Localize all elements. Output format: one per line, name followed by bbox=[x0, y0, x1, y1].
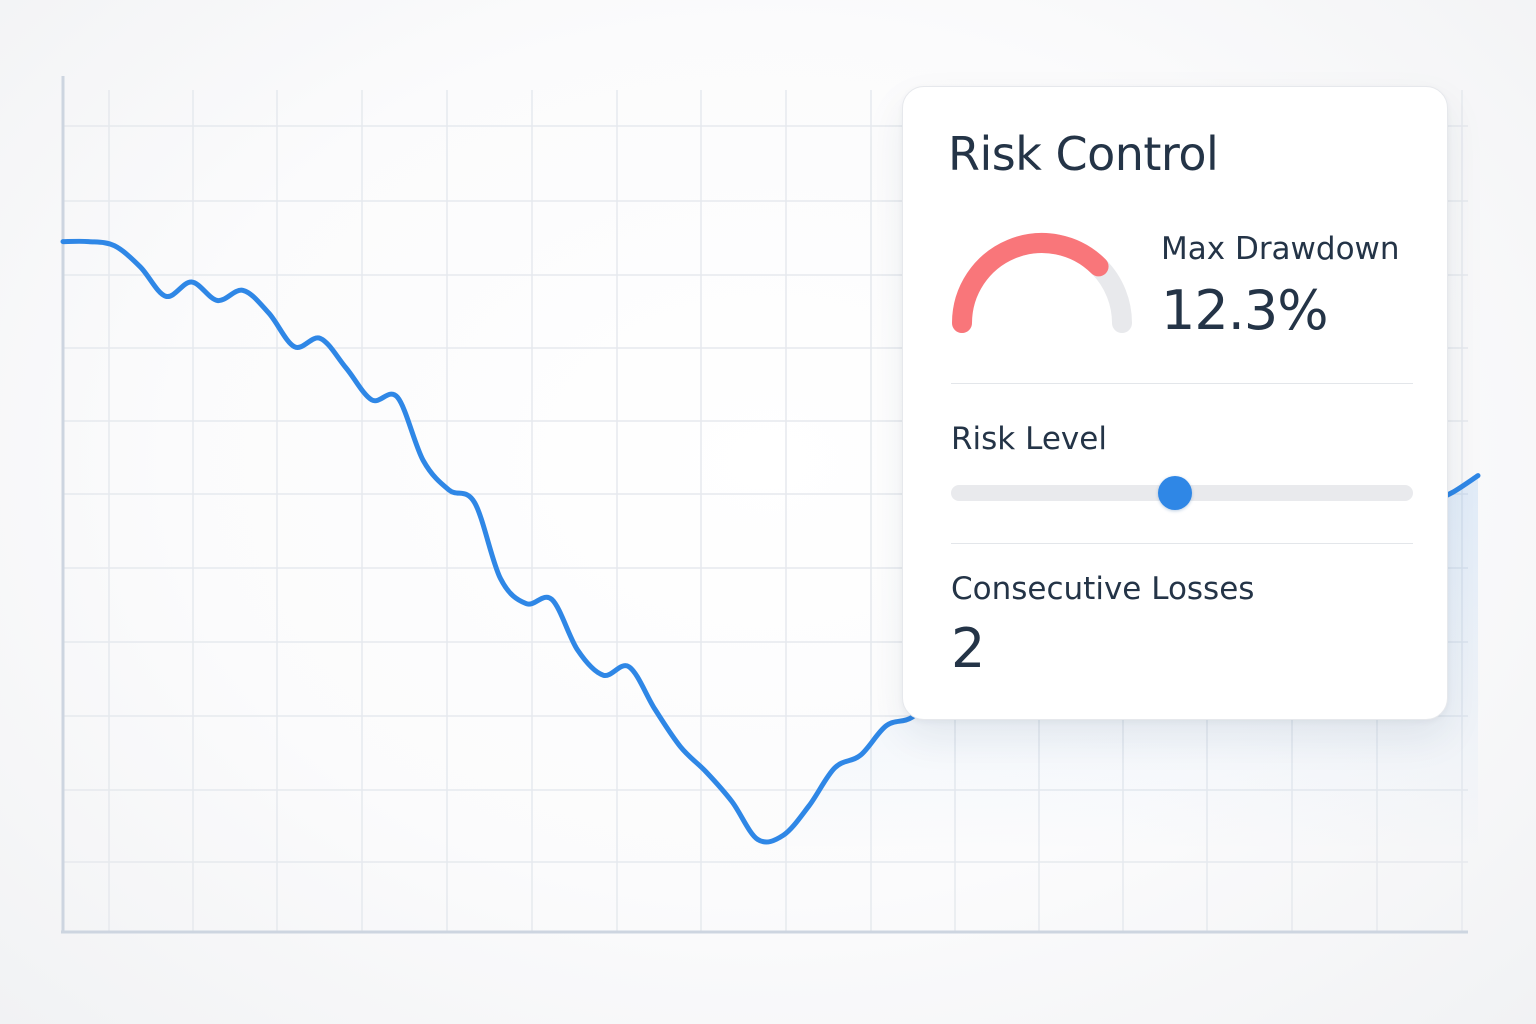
drawdown-gauge bbox=[952, 233, 1132, 333]
gauge-fill bbox=[952, 233, 1109, 333]
risk-level-slider[interactable] bbox=[951, 476, 1413, 510]
consecutive-losses-value: 2 bbox=[951, 617, 986, 680]
max-drawdown-value: 12.3% bbox=[1161, 279, 1329, 342]
risk-control-panel: Risk Control Max Drawdown 12.3% Risk Lev… bbox=[902, 86, 1448, 720]
divider bbox=[951, 543, 1413, 544]
risk-level-label: Risk Level bbox=[951, 421, 1107, 457]
divider bbox=[951, 383, 1413, 384]
max-drawdown-label: Max Drawdown bbox=[1161, 231, 1400, 267]
risk-level-slider-thumb[interactable] bbox=[1158, 476, 1193, 510]
consecutive-losses-label: Consecutive Losses bbox=[951, 571, 1255, 607]
panel-title: Risk Control bbox=[948, 127, 1219, 181]
